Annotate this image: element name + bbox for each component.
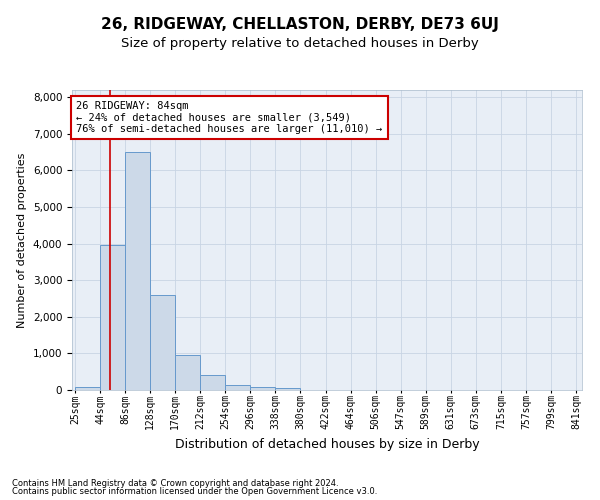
Text: Size of property relative to detached houses in Derby: Size of property relative to detached ho… <box>121 38 479 51</box>
Bar <box>200 374 225 390</box>
Bar <box>275 388 301 390</box>
Bar <box>175 355 200 390</box>
Bar <box>250 386 275 390</box>
Text: Contains public sector information licensed under the Open Government Licence v3: Contains public sector information licen… <box>12 487 377 496</box>
Text: 26 RIDGEWAY: 84sqm
← 24% of detached houses are smaller (3,549)
76% of semi-deta: 26 RIDGEWAY: 84sqm ← 24% of detached hou… <box>76 101 382 134</box>
Bar <box>75 388 100 390</box>
Text: 26, RIDGEWAY, CHELLASTON, DERBY, DE73 6UJ: 26, RIDGEWAY, CHELLASTON, DERBY, DE73 6U… <box>101 18 499 32</box>
Y-axis label: Number of detached properties: Number of detached properties <box>17 152 27 328</box>
Bar <box>225 385 250 390</box>
Bar <box>150 295 175 390</box>
Text: Contains HM Land Registry data © Crown copyright and database right 2024.: Contains HM Land Registry data © Crown c… <box>12 478 338 488</box>
Bar <box>125 152 150 390</box>
Bar <box>100 246 125 390</box>
X-axis label: Distribution of detached houses by size in Derby: Distribution of detached houses by size … <box>175 438 479 451</box>
